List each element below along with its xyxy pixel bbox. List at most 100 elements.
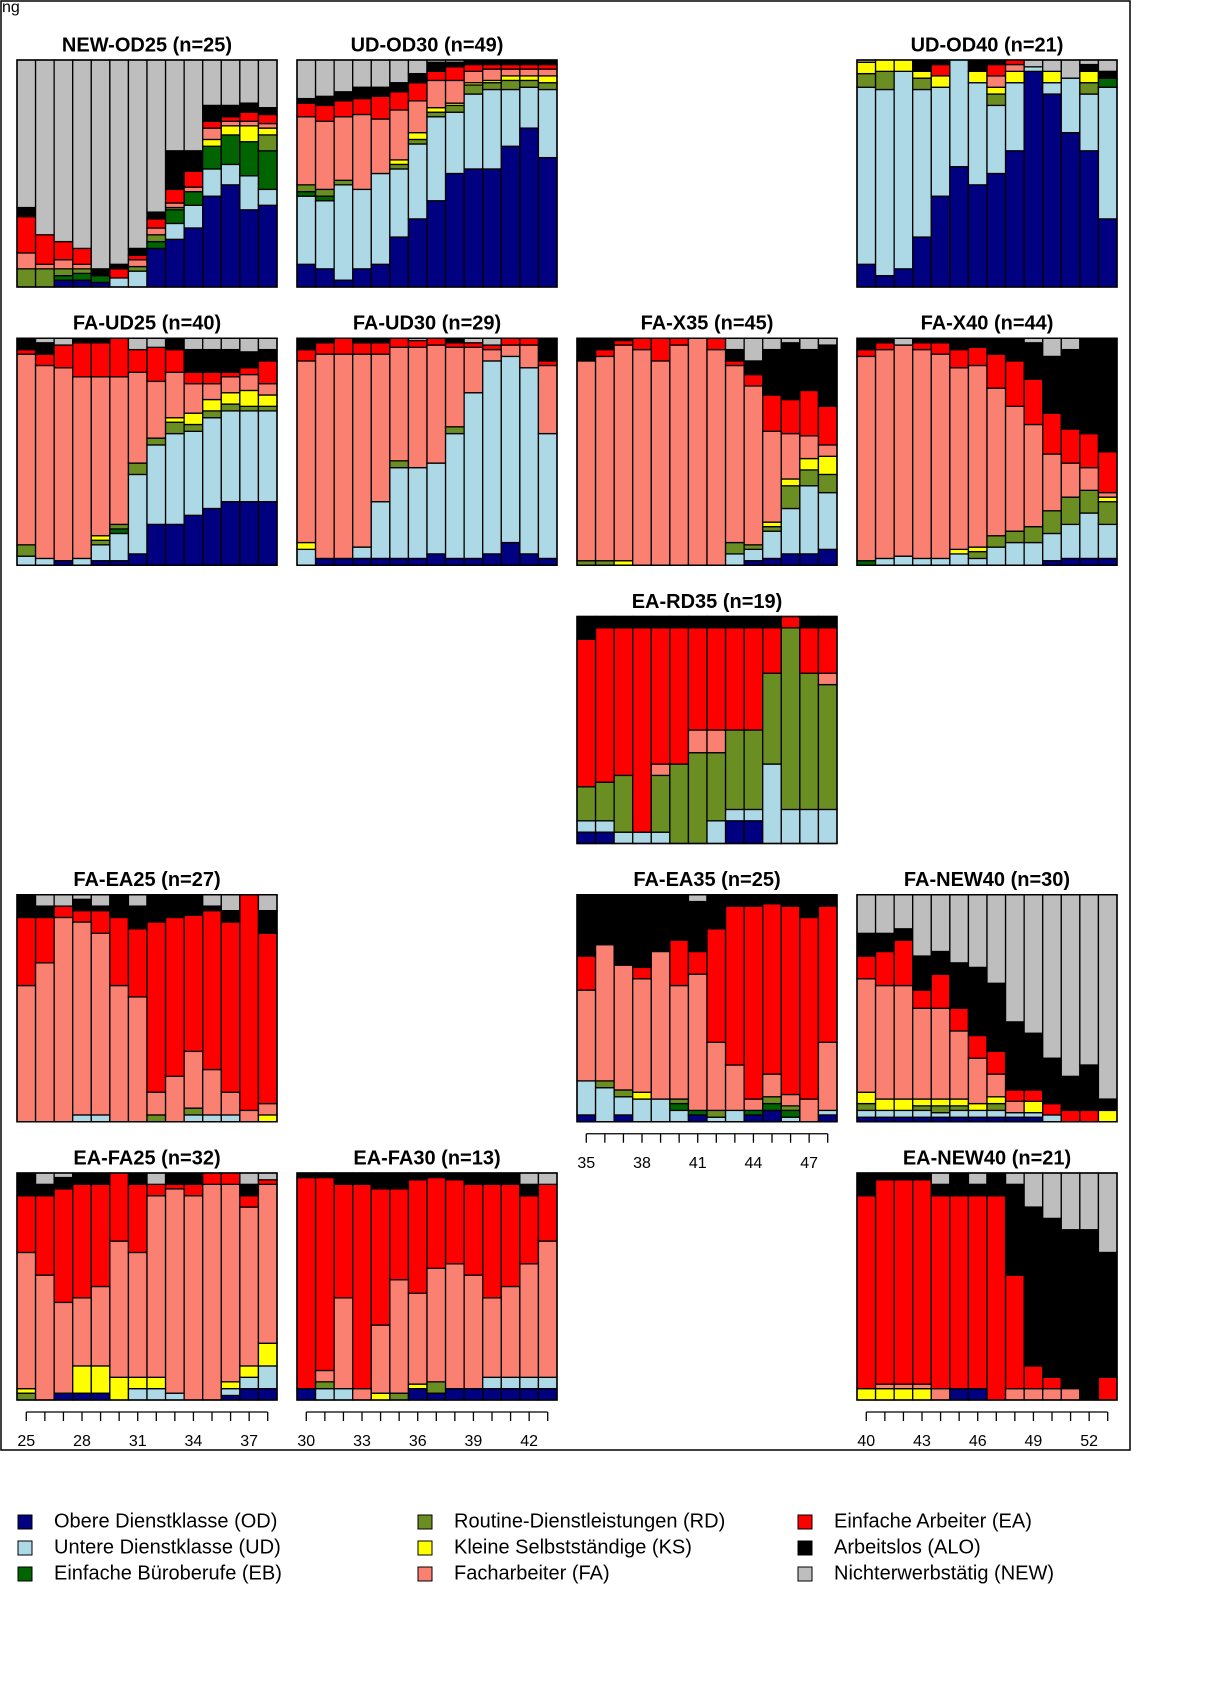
bar-segment: [164, 371, 185, 419]
bar-segment: [893, 1172, 914, 1181]
bar-segment: [1097, 501, 1118, 526]
bar-segment: [613, 1089, 634, 1098]
bar-segment: [296, 360, 317, 544]
bar-segment: [613, 627, 634, 777]
bar-segment: [239, 175, 260, 211]
x-tick-label: 41: [689, 1155, 707, 1172]
bar-segment: [16, 1388, 37, 1394]
bar-segment: [687, 752, 708, 845]
bar-segment: [537, 1388, 558, 1401]
bar-segment: [202, 1183, 222, 1401]
legend-label: Obere Dienstklasse (OD): [54, 1510, 277, 1532]
bar-segment: [986, 1050, 1007, 1075]
bar-segment: [519, 337, 540, 346]
bar-segment: [202, 195, 222, 288]
bar-segment: [912, 70, 932, 79]
bar-segment: [16, 1251, 37, 1390]
bar-segment: [762, 672, 782, 765]
bar-segment: [183, 1172, 204, 1185]
bar-segment: [220, 1172, 241, 1185]
bar-segment: [109, 532, 130, 562]
bar-segment: [594, 831, 615, 845]
bar-segment: [34, 894, 55, 907]
bar-segment: [370, 557, 391, 566]
bar-segment: [632, 894, 652, 969]
bar-segment: [1023, 1172, 1044, 1208]
bar-segment: [90, 1172, 111, 1185]
bar-segment: [146, 921, 167, 1093]
bar-segment: [202, 382, 222, 401]
bar-segment: [930, 1105, 951, 1114]
bar-segment: [164, 1188, 185, 1394]
bar-segment: [1042, 70, 1062, 84]
panel-title: EA-NEW40 (n=21): [903, 1147, 1071, 1169]
bar-segment: [537, 156, 558, 288]
x-tick-label: 42: [520, 1433, 538, 1450]
bar-segment: [967, 894, 988, 969]
panel-border: [16, 1172, 278, 1401]
x-tick-label: 46: [969, 1433, 987, 1450]
bar-segment: [724, 627, 745, 731]
bar-segment: [352, 268, 372, 288]
bar-segment: [1097, 86, 1118, 220]
bar-segment: [856, 932, 877, 957]
bar-segment: [724, 615, 745, 629]
bar-segment: [220, 1183, 241, 1383]
bar-segment: [632, 978, 652, 1093]
bar-segment: [90, 268, 111, 277]
x-tick-label: 44: [745, 1155, 763, 1172]
bar-segment: [912, 557, 932, 566]
bar-segment: [146, 211, 167, 220]
bar-segment: [463, 93, 484, 170]
bar-segment: [594, 894, 615, 946]
x-tick-label: 37: [240, 1433, 258, 1450]
bar-segment: [72, 263, 92, 270]
bar-segment: [1079, 466, 1100, 491]
panel-title: NEW-OD25 (n=25): [62, 34, 232, 56]
bar-segment: [1097, 59, 1118, 73]
bar-segment: [164, 337, 185, 351]
bar-segment: [183, 1195, 204, 1401]
bar-segment: [762, 1102, 782, 1112]
bar-segment: [967, 550, 988, 560]
bar-segment: [164, 432, 185, 526]
bar-segment: [183, 371, 204, 385]
x-tick-label: 43: [913, 1433, 931, 1450]
bar-segment: [1023, 342, 1044, 380]
bar-segment: [687, 1114, 708, 1123]
bar-segment: [893, 59, 914, 73]
bar-segment: [762, 557, 782, 566]
bar-segment: [537, 557, 558, 566]
bar-segment: [930, 1183, 951, 1197]
bar-segment: [1042, 412, 1062, 455]
bar-segment: [90, 894, 111, 907]
bar-segment: [389, 91, 410, 111]
bar-segment: [257, 113, 278, 125]
bar-segment: [874, 1172, 895, 1181]
bar-segment: [817, 444, 838, 457]
bar-segment: [1042, 453, 1062, 512]
x-tick-label: 39: [465, 1433, 483, 1450]
bar-segment: [352, 353, 372, 548]
bar-segment: [16, 1195, 37, 1254]
bar-segment: [482, 1376, 502, 1390]
bar-segment: [1097, 491, 1118, 498]
bar-segment: [370, 501, 391, 560]
bar-segment: [1004, 1183, 1025, 1276]
bar-segment: [669, 939, 690, 987]
bar-segment: [594, 781, 615, 822]
bar-segment: [220, 116, 241, 122]
bar-segment: [724, 1109, 745, 1123]
bar-segment: [16, 916, 37, 987]
bar-segment: [930, 1195, 951, 1390]
bar-segment: [986, 1109, 1007, 1118]
bar-segment: [407, 72, 428, 84]
bar-segment: [706, 337, 727, 351]
bar-segment: [444, 172, 465, 288]
bar-segment: [1023, 59, 1044, 68]
bar-segment: [333, 557, 354, 566]
bar-segment: [1004, 70, 1025, 84]
bar-segment: [72, 1172, 92, 1185]
bar-segment: [370, 118, 391, 175]
bar-segment: [53, 894, 74, 907]
